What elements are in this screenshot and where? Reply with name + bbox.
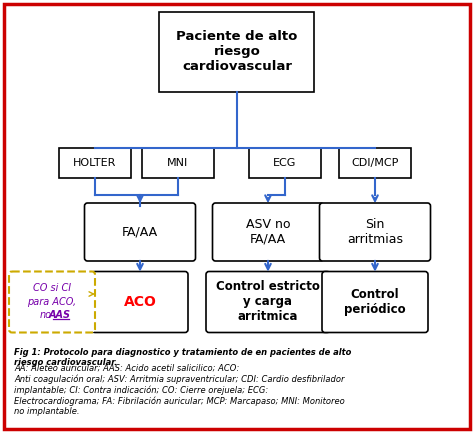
Text: CO si CI: CO si CI <box>33 283 71 293</box>
Bar <box>59 148 131 178</box>
Text: Sin
arritmias: Sin arritmias <box>347 218 403 246</box>
Bar <box>142 148 214 178</box>
Bar <box>159 12 315 92</box>
Bar <box>339 148 411 178</box>
Bar <box>249 148 321 178</box>
FancyBboxPatch shape <box>206 271 330 333</box>
Text: Control
periódico: Control periódico <box>344 288 406 316</box>
Text: ACO: ACO <box>124 295 156 309</box>
Text: Control estricto
y carga
arritmica: Control estricto y carga arritmica <box>216 281 320 323</box>
FancyBboxPatch shape <box>84 203 195 261</box>
Text: no: no <box>40 310 52 320</box>
Text: Paciente de alto
riesgo
cardiovascular: Paciente de alto riesgo cardiovascular <box>176 30 298 74</box>
Text: ASV no
FA/AA: ASV no FA/AA <box>246 218 290 246</box>
Text: AA: Aleteo auricular; AAS: Acido acetil salicilico; ACO:
Anti coagulación oral; : AA: Aleteo auricular; AAS: Acido acetil … <box>14 364 345 417</box>
FancyBboxPatch shape <box>92 271 188 333</box>
Text: ECG: ECG <box>273 158 297 168</box>
FancyBboxPatch shape <box>319 203 430 261</box>
FancyBboxPatch shape <box>9 271 95 333</box>
FancyBboxPatch shape <box>212 203 323 261</box>
Text: para ACO,: para ACO, <box>27 297 77 307</box>
Text: HOLTER: HOLTER <box>73 158 117 168</box>
Text: Fig 1: Protocolo para diagnostico y tratamiento de en pacientes de alto
riesgo c: Fig 1: Protocolo para diagnostico y trat… <box>14 348 351 367</box>
Text: AAS: AAS <box>49 310 71 320</box>
Text: FA/AA: FA/AA <box>122 226 158 239</box>
Text: MNI: MNI <box>167 158 189 168</box>
FancyBboxPatch shape <box>322 271 428 333</box>
Text: CDI/MCP: CDI/MCP <box>351 158 399 168</box>
